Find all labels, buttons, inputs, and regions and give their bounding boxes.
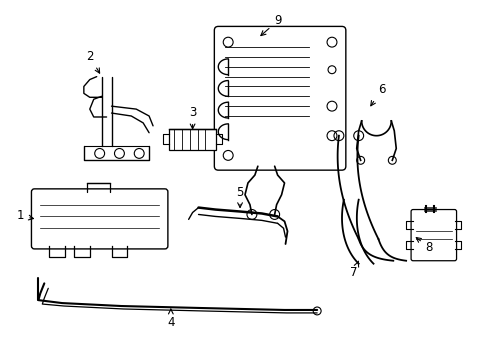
Text: 6: 6 — [370, 84, 385, 106]
Text: 4: 4 — [167, 309, 174, 329]
Text: 8: 8 — [415, 238, 432, 254]
FancyBboxPatch shape — [31, 189, 167, 249]
Bar — [168, 129, 216, 150]
Text: 9: 9 — [260, 14, 281, 36]
Text: 3: 3 — [188, 106, 196, 129]
FancyBboxPatch shape — [410, 210, 456, 261]
Text: 2: 2 — [86, 50, 100, 73]
FancyBboxPatch shape — [214, 26, 345, 170]
Text: 5: 5 — [236, 186, 243, 207]
Text: 1: 1 — [17, 210, 33, 222]
Text: 7: 7 — [349, 261, 358, 279]
